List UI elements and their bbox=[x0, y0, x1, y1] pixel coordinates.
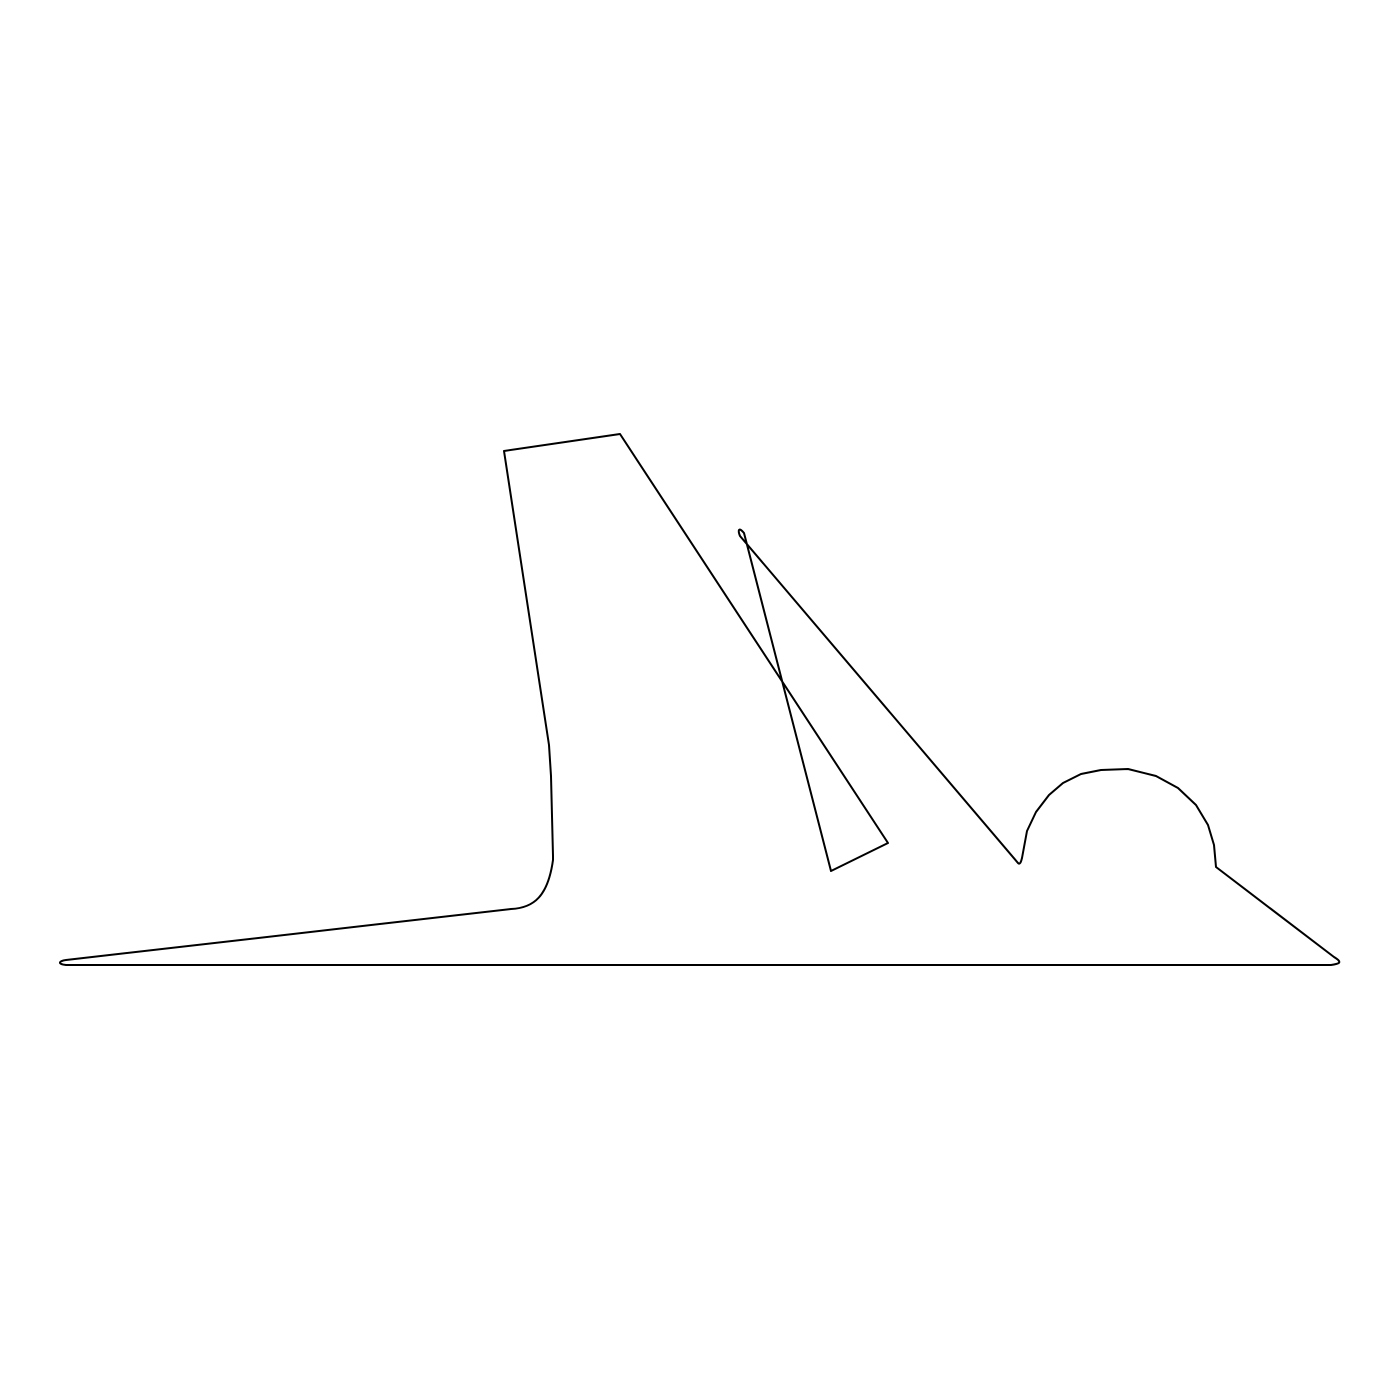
silhouette-outline bbox=[59, 433, 1341, 966]
